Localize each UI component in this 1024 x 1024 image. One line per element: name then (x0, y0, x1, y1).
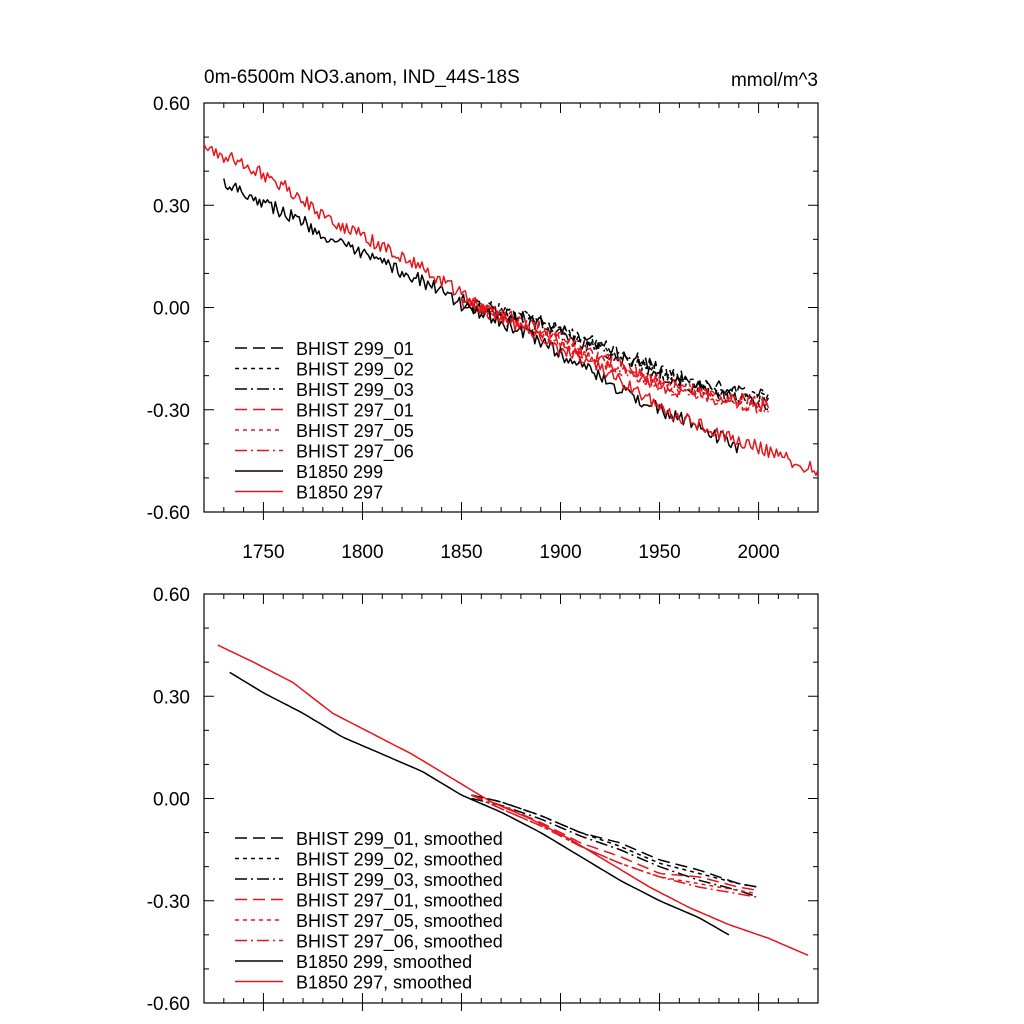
x-tick-label: 2000 (737, 542, 779, 563)
series-line (471, 797, 757, 898)
legend-label: B1850 297, smoothed (296, 973, 472, 993)
legend-label: BHIST 299_03, smoothed (296, 870, 503, 891)
x-tick-label: 1850 (440, 542, 482, 563)
legend-label: BHIST 299_02, smoothed (296, 850, 503, 871)
series-line (460, 297, 770, 406)
x-tick-label: 1750 (242, 542, 284, 563)
series-line (204, 143, 818, 476)
legend-label: BHIST 297_05 (296, 421, 414, 442)
y-tick-label: 0.60 (153, 585, 190, 606)
series-line (471, 794, 757, 888)
y-tick-label: 0.30 (153, 196, 190, 217)
legend-label: BHIST 299_01 (296, 339, 414, 360)
legend-label: BHIST 299_03 (296, 380, 414, 401)
legend-label: BHIST 297_06 (296, 442, 414, 463)
bottom-panel: -0.60 -0.30 0.00 0.30 0.60 BHIST 299_01, smoo… (147, 585, 819, 1015)
legend-label: BHIST 297_01 (296, 401, 414, 422)
chart-title: 0m-6500m NO3.anom, IND_44S-18S (204, 67, 520, 88)
legend-label: B1850 299 (296, 462, 383, 482)
y-tick-label: -0.60 (147, 994, 190, 1015)
series-line (471, 794, 757, 898)
legend-label: BHIST 299_01, smoothed (296, 829, 503, 850)
series-line (471, 794, 757, 888)
series-line (461, 299, 770, 415)
chart-unit-label: mmol/m^3 (731, 70, 818, 91)
x-tick-label: 1950 (638, 542, 680, 563)
legend-label: BHIST 299_02 (296, 360, 414, 381)
x-tick-label: 1900 (539, 542, 581, 563)
legend-label: BHIST 297_05, smoothed (296, 911, 503, 932)
y-tick-label: 0.00 (153, 790, 190, 811)
legend-label: BHIST 297_01, smoothed (296, 891, 503, 912)
y-tick-label: 0.60 (153, 94, 190, 115)
y-tick-label: -0.60 (147, 503, 190, 524)
y-tick-label: 0.00 (153, 299, 190, 320)
series-line (471, 794, 757, 891)
legend-label: B1850 297 (296, 483, 383, 503)
legend-label: B1850 299, smoothed (296, 952, 472, 972)
series-line (229, 671, 730, 936)
y-tick-label: -0.30 (147, 401, 190, 422)
series-line (461, 300, 770, 413)
x-tick-label: 1800 (341, 542, 383, 563)
y-tick-label: -0.30 (147, 892, 190, 913)
legend-label: BHIST 297_06, smoothed (296, 932, 503, 953)
y-tick-label: 0.30 (153, 687, 190, 708)
series-line (217, 644, 809, 956)
series-line (460, 293, 770, 402)
top-panel: -0.60 -0.30 0.00 0.30 0.60 1750 1800 1850 1900 19… (147, 94, 819, 563)
